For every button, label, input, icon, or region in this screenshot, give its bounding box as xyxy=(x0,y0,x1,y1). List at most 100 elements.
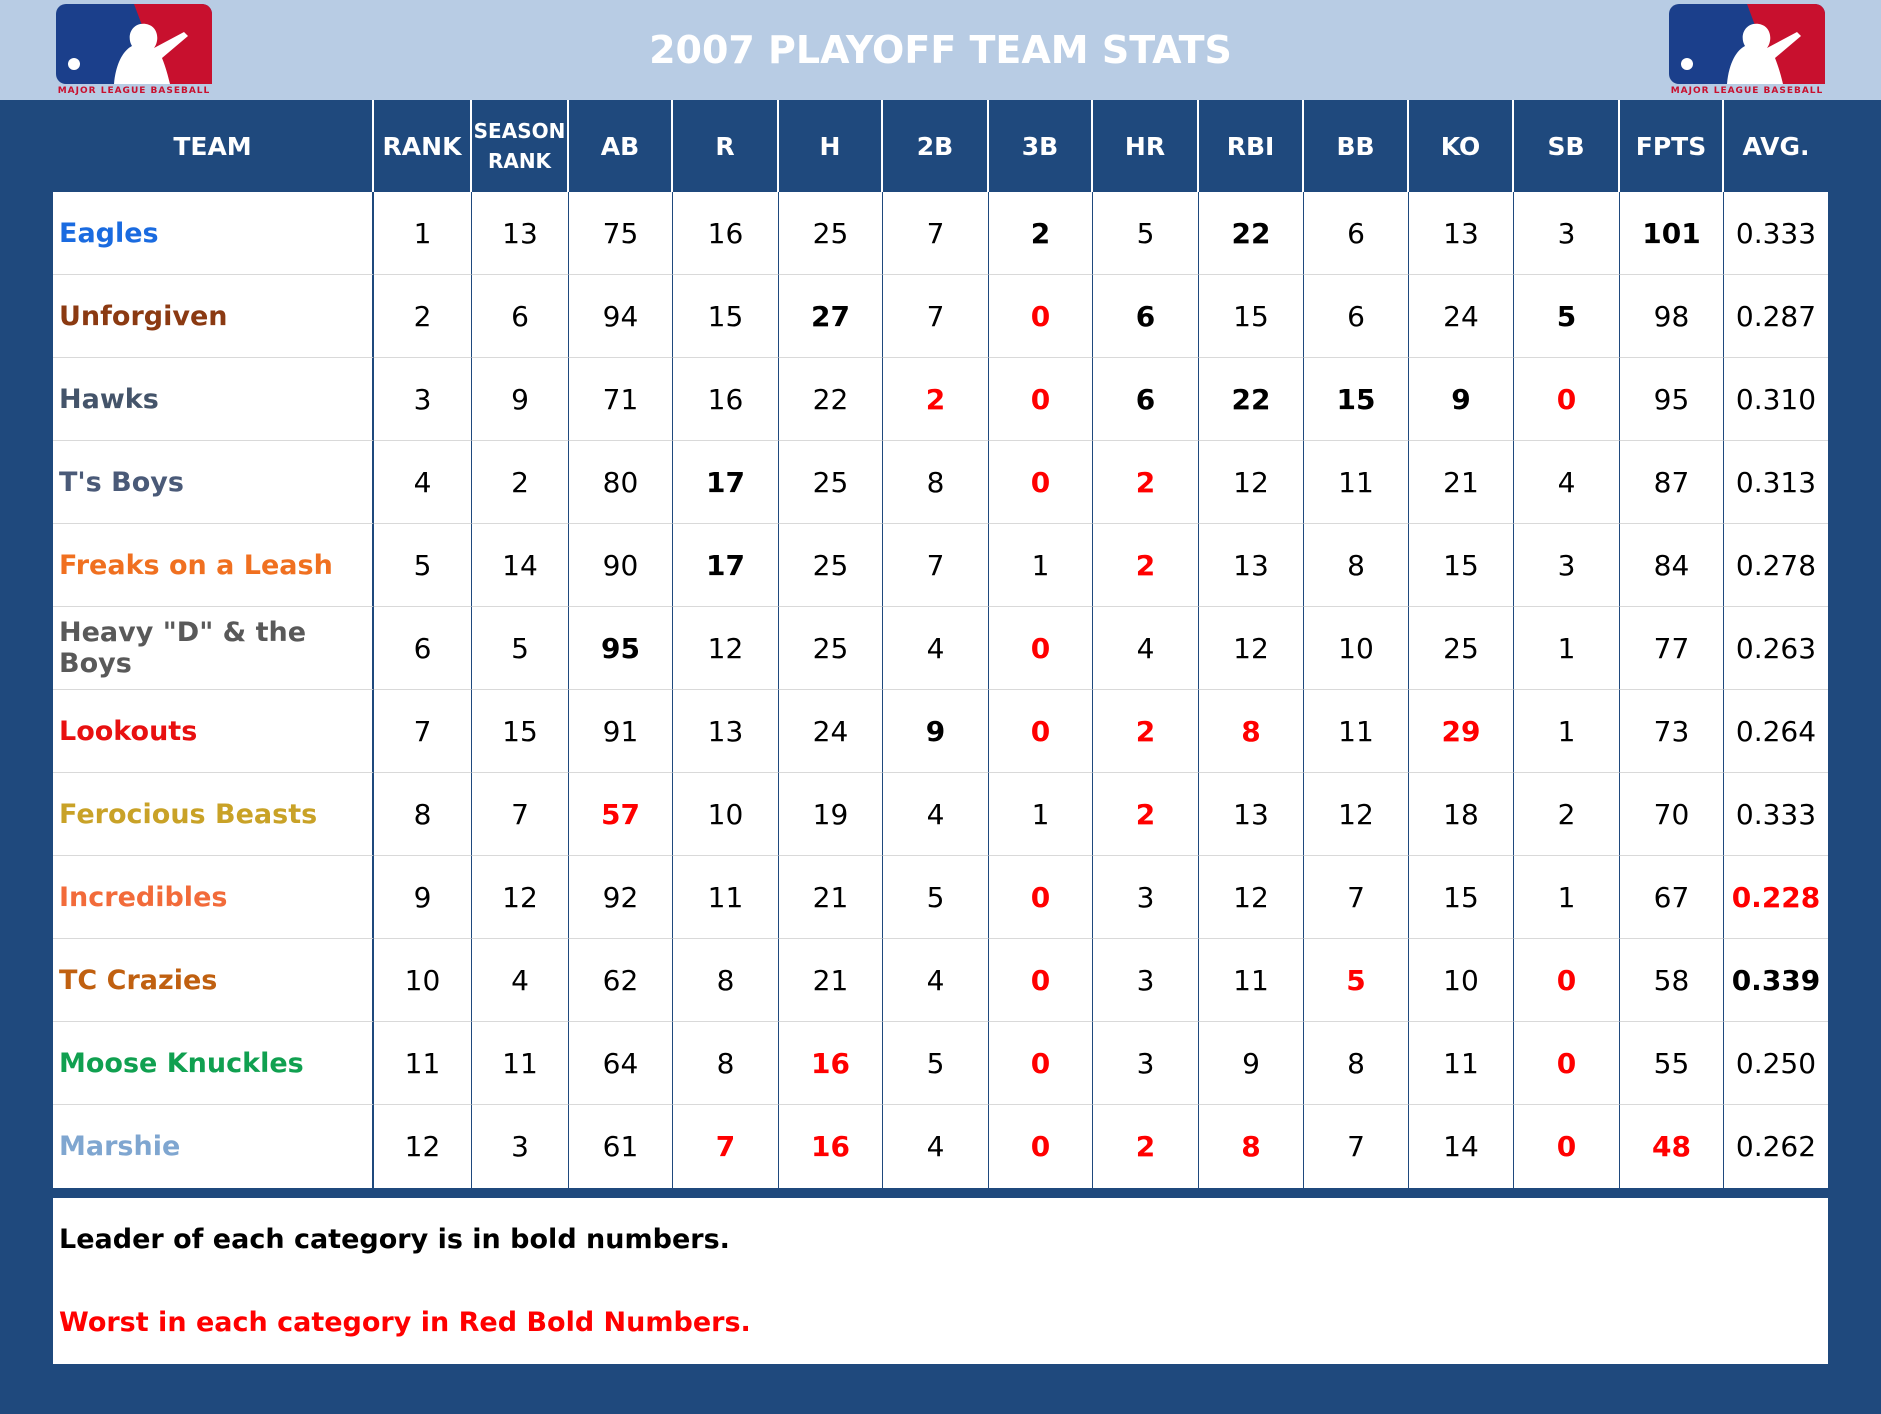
team-name: Lookouts xyxy=(53,690,374,773)
notes-box: Leader of each category is in bold numbe… xyxy=(53,1198,1828,1364)
stat-cell: 19 xyxy=(779,773,883,856)
stat-cell: 2 xyxy=(1093,690,1199,773)
stat-cell: 16 xyxy=(779,1105,883,1188)
stat-cell: 71 xyxy=(569,358,673,441)
stat-cell: 2 xyxy=(374,275,472,358)
column-header: HR xyxy=(1093,100,1199,192)
stat-cell: 16 xyxy=(673,358,779,441)
stat-cell: 22 xyxy=(1199,358,1304,441)
stat-cell: 17 xyxy=(673,441,779,524)
logo: MAJOR LEAGUE BASEBALL xyxy=(54,2,214,98)
stat-cell: 21 xyxy=(779,939,883,1022)
stat-cell: 15 xyxy=(1409,524,1514,607)
stat-cell: 1 xyxy=(374,192,472,275)
stat-cell: 92 xyxy=(569,856,673,939)
stat-cell: 0.310 xyxy=(1724,358,1828,441)
stat-cell: 12 xyxy=(1199,607,1304,690)
stat-cell: 11 xyxy=(1409,1022,1514,1105)
stat-cell: 13 xyxy=(472,192,569,275)
stat-cell: 7 xyxy=(1304,856,1409,939)
column-header: SB xyxy=(1514,100,1620,192)
row-bg xyxy=(53,192,1828,275)
stat-cell: 67 xyxy=(1620,856,1724,939)
column-header: BB xyxy=(1304,100,1409,192)
stat-cell: 14 xyxy=(1409,1105,1514,1188)
stat-cell: 15 xyxy=(472,690,569,773)
stat-cell: 2 xyxy=(1093,773,1199,856)
stat-cell: 12 xyxy=(1304,773,1409,856)
stat-cell: 0 xyxy=(989,275,1093,358)
stat-cell: 25 xyxy=(779,524,883,607)
stat-cell: 15 xyxy=(1199,275,1304,358)
stat-cell: 21 xyxy=(1409,441,1514,524)
stat-cell: 7 xyxy=(472,773,569,856)
stat-cell: 84 xyxy=(1620,524,1724,607)
stat-cell: 91 xyxy=(569,690,673,773)
row-bg xyxy=(53,358,1828,441)
stat-cell: 7 xyxy=(883,192,989,275)
stat-cell: 0 xyxy=(989,939,1093,1022)
stat-cell: 25 xyxy=(779,441,883,524)
stat-cell: 1 xyxy=(1514,607,1620,690)
stat-cell: 64 xyxy=(569,1022,673,1105)
column-header: RBI xyxy=(1199,100,1304,192)
stat-cell: 5 xyxy=(1304,939,1409,1022)
stat-cell: 0 xyxy=(989,441,1093,524)
header-band: MAJOR LEAGUE BASEBALL MAJOR LEAGUE BASEB… xyxy=(0,0,1881,100)
stat-cell: 3 xyxy=(1093,939,1199,1022)
stat-cell: 7 xyxy=(883,524,989,607)
row-bg xyxy=(53,607,1828,690)
column-header: AVG. xyxy=(1742,131,1810,161)
stat-cell: 4 xyxy=(1093,607,1199,690)
stat-cell: 6 xyxy=(1304,275,1409,358)
stat-cell: 3 xyxy=(1514,524,1620,607)
stat-cell: 0 xyxy=(989,1022,1093,1105)
stat-cell: 10 xyxy=(374,939,472,1022)
note: Worst in each category in Red Bold Numbe… xyxy=(59,1307,751,1338)
stat-cell: 12 xyxy=(1199,856,1304,939)
stat-cell: 15 xyxy=(673,275,779,358)
stat-cell: 4 xyxy=(374,441,472,524)
team-name: T's Boys xyxy=(53,441,374,524)
stat-cell: 8 xyxy=(1199,1105,1304,1188)
stat-cell: 11 xyxy=(374,1022,472,1105)
logo-text: MAJOR LEAGUE BASEBALL xyxy=(57,86,211,96)
stat-cell: 5 xyxy=(883,1022,989,1105)
logo-mark xyxy=(56,4,212,85)
stat-cell: 15 xyxy=(1304,358,1409,441)
stat-cell: 11 xyxy=(673,856,779,939)
stat-cell: 3 xyxy=(374,358,472,441)
stat-cell: 8 xyxy=(673,1022,779,1105)
stat-cell: 24 xyxy=(1409,275,1514,358)
stat-cell: 4 xyxy=(883,607,989,690)
note: Leader of each category is in bold numbe… xyxy=(59,1224,730,1255)
stat-cell: 1 xyxy=(989,524,1093,607)
logo-text: MAJOR LEAGUE BASEBALL xyxy=(1670,86,1824,96)
stat-cell: 8 xyxy=(1304,1022,1409,1105)
stat-cell: 4 xyxy=(1514,441,1620,524)
team-name: Incredibles xyxy=(53,856,374,939)
stat-cell: 2 xyxy=(989,192,1093,275)
stat-cell: 29 xyxy=(1409,690,1514,773)
stat-cell: 0.333 xyxy=(1724,192,1828,275)
stat-cell: 0.313 xyxy=(1724,441,1828,524)
stat-cell: 95 xyxy=(1620,358,1724,441)
row-bg xyxy=(53,773,1828,856)
stat-cell: 0 xyxy=(989,607,1093,690)
stat-cell: 13 xyxy=(1199,524,1304,607)
stat-cell: 10 xyxy=(1409,939,1514,1022)
stat-cell: 6 xyxy=(1304,192,1409,275)
stat-cell: 0 xyxy=(1514,1022,1620,1105)
stat-cell: 87 xyxy=(1620,441,1724,524)
stat-cell: 6 xyxy=(374,607,472,690)
stat-cell: 0.264 xyxy=(1724,690,1828,773)
stat-cell: 8 xyxy=(883,441,989,524)
stat-cell: 13 xyxy=(1199,773,1304,856)
stat-cell: 0.339 xyxy=(1724,939,1828,1022)
stat-cell: 2 xyxy=(1093,524,1199,607)
stat-cell: 11 xyxy=(1304,690,1409,773)
stat-cell: 25 xyxy=(779,607,883,690)
team-name: Eagles xyxy=(53,192,374,275)
stat-cell: 12 xyxy=(1199,441,1304,524)
logo: MAJOR LEAGUE BASEBALL xyxy=(1667,2,1827,98)
